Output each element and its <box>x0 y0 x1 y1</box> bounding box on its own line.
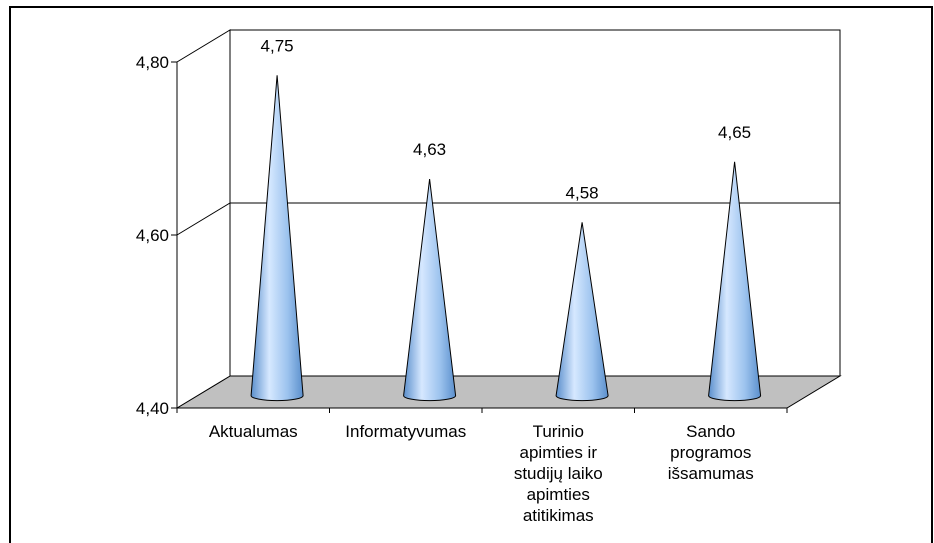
y-tick-label: 4,80 <box>136 53 169 72</box>
data-label: 4,58 <box>566 183 599 202</box>
data-label: 4,75 <box>261 36 294 55</box>
gridline <box>176 202 840 236</box>
chart-frame <box>9 6 933 543</box>
cone-body <box>708 161 762 402</box>
data-label: 4,63 <box>413 140 446 159</box>
cone-body <box>250 75 304 402</box>
category-label: Turinio <box>533 422 584 441</box>
y-tick-label: 4,60 <box>136 226 169 245</box>
category-label: atitikimas <box>523 506 594 525</box>
category-label: Informatyvumas <box>345 422 466 441</box>
cone-body <box>403 178 457 402</box>
category-label: Sando <box>686 422 735 441</box>
data-label: 4,65 <box>718 123 751 142</box>
category-label: išsamumas <box>668 464 754 483</box>
category-label: apimties ir <box>520 443 598 462</box>
category-label: programos <box>670 443 751 462</box>
cone-bar <box>403 178 457 402</box>
category-label: studijų laiko <box>514 464 603 483</box>
category-label: apimties <box>527 485 590 504</box>
cone-body <box>555 222 609 402</box>
cone-bar <box>250 75 304 402</box>
cone-bar <box>555 222 609 402</box>
cone-bar <box>708 161 762 402</box>
y-tick-label: 4,40 <box>136 399 169 418</box>
category-label: Aktualumas <box>209 422 298 441</box>
